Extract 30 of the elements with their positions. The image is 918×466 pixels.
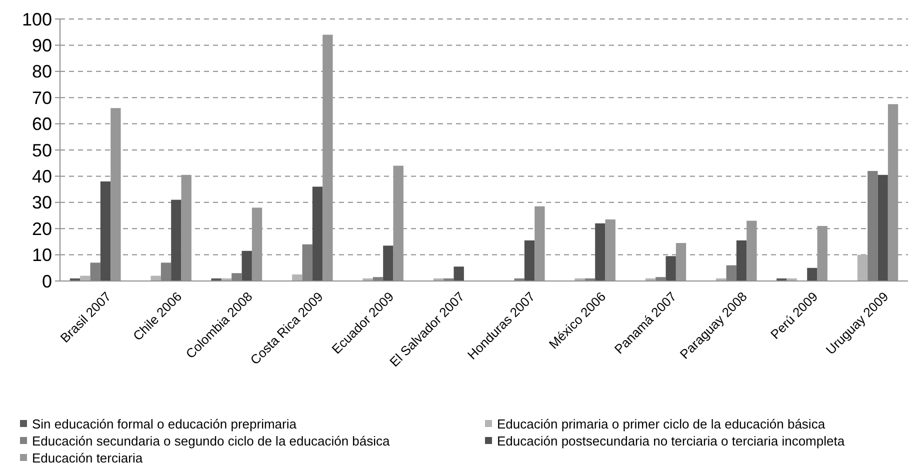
y-tick-label: 100 (22, 9, 52, 30)
y-tick-label: 0 (42, 271, 52, 292)
bar (878, 174, 888, 281)
y-tick-label: 90 (32, 36, 52, 56)
bar (171, 200, 182, 281)
bar (292, 274, 302, 281)
y-tick-label: 40 (32, 166, 52, 186)
legend-label: Educación secundaria o segundo ciclo de la educación básica (32, 434, 391, 449)
legend-label: Sin educación formal o educación preprimaria (32, 416, 298, 432)
legend-label: Educación postsecundaria no terciaria o terciaria incompleta (497, 434, 846, 449)
bar (807, 268, 818, 281)
bar (595, 223, 606, 281)
bar (524, 240, 535, 281)
legend-label: Educación primaria o primer ciclo de la educación básica (497, 416, 826, 432)
bar (736, 240, 747, 281)
y-tick-label: 70 (32, 88, 52, 108)
y-tick-label: 80 (32, 62, 52, 82)
y-tick-label: 30 (32, 192, 52, 213)
legend-label: Educación terciaria (32, 450, 144, 466)
bar (666, 256, 676, 281)
y-tick-label: 20 (32, 218, 52, 239)
y-tick-label: 50 (32, 140, 52, 160)
bar (100, 181, 111, 281)
bar (312, 186, 323, 281)
y-tick-label: 60 (32, 114, 52, 134)
bar (383, 246, 394, 281)
bar (454, 266, 464, 281)
bar (242, 250, 252, 281)
y-tick-label: 10 (32, 245, 52, 266)
bar (857, 254, 868, 281)
